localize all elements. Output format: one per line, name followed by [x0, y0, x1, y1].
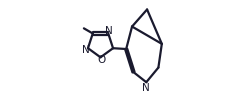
Text: N: N — [142, 83, 150, 93]
Text: O: O — [97, 55, 106, 65]
Text: N: N — [105, 26, 113, 36]
Text: N: N — [82, 45, 90, 55]
